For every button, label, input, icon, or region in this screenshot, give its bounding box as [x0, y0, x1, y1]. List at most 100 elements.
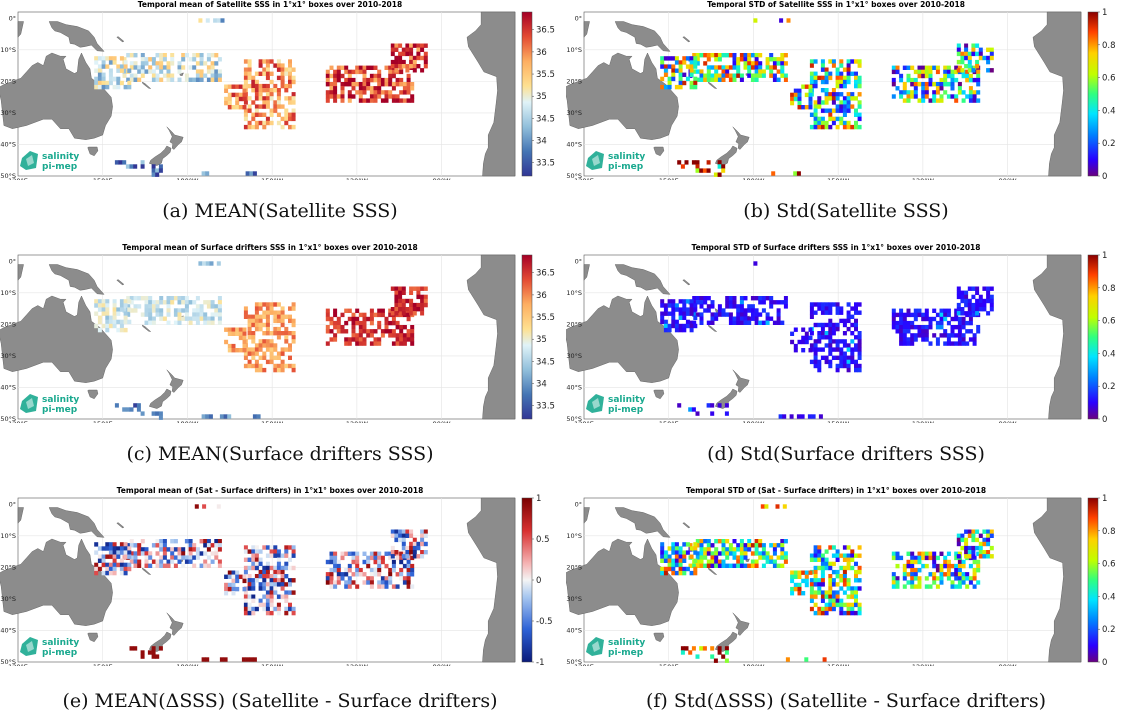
data-box	[184, 304, 189, 309]
data-box	[265, 590, 270, 595]
data-box	[265, 83, 270, 89]
data-box	[895, 69, 900, 75]
data-box	[961, 572, 966, 577]
panel-a: Temporal mean of Satellite SSS in 1°x1° …	[0, 0, 560, 239]
data-box	[355, 65, 360, 70]
data-box	[162, 65, 167, 70]
data-box	[251, 335, 256, 340]
data-box	[946, 308, 951, 313]
colorbar-tick-label: 0.5	[536, 535, 550, 545]
data-box	[409, 298, 414, 304]
data-box	[265, 71, 270, 76]
data-box	[405, 68, 410, 73]
data-box	[133, 543, 138, 548]
data-box	[262, 59, 267, 64]
data-box	[105, 546, 110, 551]
data-box	[158, 168, 163, 173]
map-title: Temporal STD of (Sat - Surface drifters)…	[685, 486, 987, 495]
data-box	[817, 363, 822, 369]
data-box	[839, 351, 844, 356]
data-box	[750, 312, 755, 317]
data-box	[932, 316, 937, 322]
data-box	[968, 73, 973, 79]
logo-line1: salinity	[608, 395, 645, 405]
data-box	[743, 308, 748, 313]
data-box	[989, 533, 994, 538]
data-box	[706, 69, 711, 74]
data-box	[950, 329, 955, 334]
data-box	[369, 572, 374, 577]
data-box	[265, 67, 270, 72]
data-box	[703, 296, 708, 301]
data-box	[410, 584, 415, 589]
data-box	[247, 314, 252, 319]
data-box	[728, 312, 733, 317]
data-box	[97, 76, 102, 82]
data-box	[783, 296, 788, 301]
data-box	[935, 584, 940, 589]
data-box	[972, 77, 977, 83]
data-box	[184, 77, 189, 82]
data-box	[796, 414, 801, 419]
data-box	[854, 359, 858, 365]
data-box	[831, 108, 836, 113]
data-box	[333, 69, 338, 75]
lon-tick-label: 90°W	[433, 177, 452, 180]
data-box	[291, 367, 296, 373]
data-box	[828, 108, 833, 113]
data-box	[280, 306, 285, 311]
data-box	[932, 98, 937, 103]
data-box	[842, 582, 847, 587]
data-box	[717, 65, 722, 70]
data-box	[284, 67, 289, 72]
data-box	[291, 112, 296, 117]
data-box	[736, 320, 741, 325]
data-box	[910, 90, 915, 95]
data-box	[406, 86, 411, 91]
data-box	[258, 598, 263, 603]
data-box	[251, 75, 256, 81]
data-box	[325, 341, 330, 346]
data-box	[964, 55, 969, 61]
data-box	[199, 551, 204, 556]
data-box	[924, 69, 929, 75]
data-box	[366, 82, 371, 87]
data-box	[932, 555, 937, 561]
data-box	[373, 86, 378, 91]
data-box	[917, 333, 922, 338]
data-box	[790, 578, 795, 584]
data-box	[105, 319, 110, 325]
data-box	[846, 363, 851, 369]
data-box	[243, 75, 248, 81]
data-box	[689, 64, 694, 69]
data-box	[265, 347, 270, 352]
data-box	[739, 304, 744, 309]
data-box	[921, 69, 926, 75]
data-box	[854, 326, 858, 332]
data-box	[254, 351, 259, 356]
data-box	[780, 539, 785, 544]
data-box	[913, 337, 918, 342]
data-box	[288, 582, 292, 587]
data-box	[265, 586, 270, 591]
data-box	[355, 82, 360, 87]
data-box	[857, 63, 862, 68]
data-box	[284, 96, 289, 101]
data-box	[340, 312, 345, 318]
data-box	[910, 584, 915, 589]
data-box	[902, 337, 907, 342]
data-box	[247, 71, 252, 76]
data-box	[258, 343, 263, 348]
data-box	[269, 565, 274, 571]
data-box	[689, 554, 694, 559]
data-box	[739, 563, 744, 568]
data-box	[254, 363, 259, 369]
data-box	[663, 558, 668, 563]
data-box	[732, 555, 737, 560]
data-box	[902, 320, 907, 326]
data-box	[329, 90, 334, 95]
data-box	[813, 59, 818, 64]
data-box	[112, 550, 117, 555]
data-box	[820, 59, 825, 64]
data-box	[140, 57, 145, 62]
